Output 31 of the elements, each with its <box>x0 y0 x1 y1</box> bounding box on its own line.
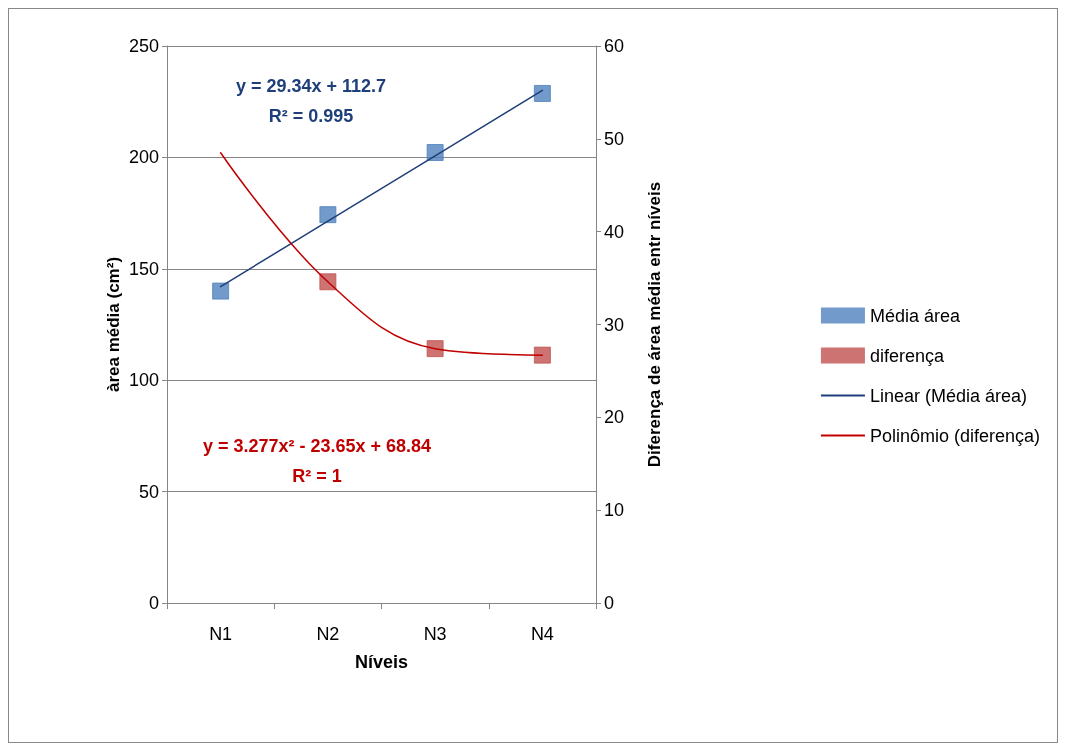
point <box>533 346 551 364</box>
y-axis-title: àrea média (cm²) <box>104 256 123 393</box>
y2-tick-label: 40 <box>604 221 625 242</box>
point <box>533 84 551 102</box>
annotation: y = 3.277x² - 23.65x + 68.84 R² = 1 <box>202 436 432 486</box>
y2-tick-label: 50 <box>604 128 625 149</box>
y-tick-label: 250 <box>128 36 159 56</box>
y2-axis-title: Diferença de área média entr níveis <box>645 181 664 468</box>
y2-tick-label: 0 <box>604 593 615 613</box>
annotation: y = 29.34x + 112.7 R² = 0.995 <box>235 76 387 126</box>
y-tick-label: 0 <box>148 593 159 613</box>
legend-label: Linear (Média área) <box>869 385 1027 406</box>
x-tick-label: N3 <box>423 624 447 644</box>
y-tick-label: 50 <box>138 481 159 502</box>
x-tick-label: N1 <box>209 624 233 644</box>
point <box>212 282 230 300</box>
y2-tick-label: 10 <box>604 500 625 521</box>
y2-tick-label: 30 <box>604 314 625 335</box>
x-tick-label: N2 <box>316 624 340 644</box>
legend-label: diferença <box>869 345 945 366</box>
y-tick-label: 200 <box>128 147 159 168</box>
y-tick-label: 100 <box>128 370 159 391</box>
y2-tick-label: 20 <box>604 407 625 428</box>
x-axis-title: Níveis <box>354 652 409 672</box>
point <box>426 340 444 358</box>
legend-label: Polinômio (diferença) <box>869 425 1040 446</box>
y2-tick-label: 60 <box>604 36 625 56</box>
point <box>319 206 337 224</box>
x-tick-label: N4 <box>530 624 554 644</box>
y-tick-label: 150 <box>128 258 159 279</box>
legend-label: Média área <box>869 305 961 326</box>
